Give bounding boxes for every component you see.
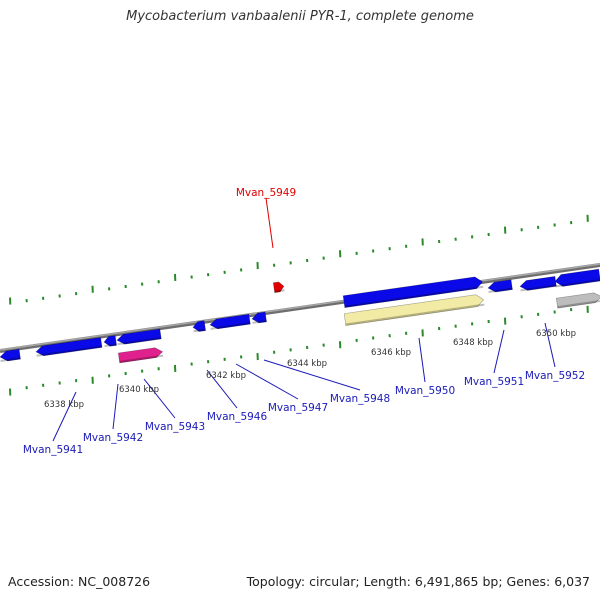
- accession-label: Accession: NC_008726: [8, 574, 151, 589]
- gene-arrow-Mvan_5948: [251, 311, 267, 324]
- callout-line-Mvan_5949: [265, 197, 274, 249]
- gene-label-Mvan_5941: Mvan_5941: [23, 444, 83, 456]
- gene-arrow-Mvan_5950: [342, 276, 484, 308]
- genome-title: Mycobacterium vanbaalenii PYR-1, complet…: [126, 9, 474, 24]
- gene-label-Mvan_5950: Mvan_5950: [395, 385, 455, 397]
- gene-arrow-5940: [0, 348, 21, 362]
- kbp-label: 6346 kbp: [371, 348, 411, 358]
- gene-label-Mvan_5947: Mvan_5947: [268, 402, 328, 414]
- gene-label-Mvan_5952: Mvan_5952: [525, 370, 585, 382]
- kbp-label: 6350 kbp: [536, 329, 576, 339]
- gene-arrow-Mvan_5942: [103, 335, 117, 348]
- gene-label-Mvan_5949: Mvan_5949: [236, 187, 296, 199]
- gene-label-Mvan_5951: Mvan_5951: [464, 376, 524, 388]
- callout-line-Mvan_5942: [112, 383, 119, 430]
- gene-arrow-Mvan_5952: [519, 276, 557, 292]
- pseudogene-feature: [343, 294, 485, 326]
- callout-line-Mvan_5947: [235, 363, 299, 400]
- gene-arrow-Mvan_5941: [35, 337, 103, 357]
- gene-label-Mvan_5946: Mvan_5946: [207, 411, 268, 423]
- gene-arrow-5942b: [116, 328, 162, 346]
- gene-label-Mvan_5942: Mvan_5942: [83, 432, 143, 444]
- kbp-label: 6342 kbp: [206, 371, 246, 381]
- gene-label-Mvan_5943: Mvan_5943: [145, 421, 205, 433]
- other-feature: [555, 292, 600, 309]
- callout-line-Mvan_5941: [52, 391, 77, 442]
- gene-arrow-Mvan_5949: [272, 281, 285, 294]
- kbp-label: 6344 kbp: [287, 359, 327, 369]
- callout-line-Mvan_5948: [263, 359, 361, 391]
- kbp-labels: 6338 kbp 6340 kbp 6342 kbp 6344 kbp 6346 kbp…: [44, 329, 576, 410]
- gene-arrow-Mvan_5951: [487, 279, 513, 294]
- gene-label-Mvan_5948: Mvan_5948: [330, 393, 390, 405]
- callout-line-Mvan_5951: [493, 329, 505, 374]
- gene-callouts: Mvan_5941Mvan_5942Mvan_5943Mvan_5946Mvan…: [23, 187, 585, 456]
- gene-features: [0, 268, 600, 364]
- kbp-label: 6338 kbp: [44, 400, 84, 410]
- gene-arrow-Mvan_5947: [209, 313, 251, 330]
- callout-line-Mvan_5946: [206, 369, 238, 409]
- gene-arrow-5953: [554, 268, 600, 288]
- callout-line-Mvan_5952: [544, 322, 556, 368]
- tick-marks: [9, 214, 589, 396]
- callout-line-Mvan_5950: [418, 337, 426, 383]
- genome-info-label: Topology: circular; Length: 6,491,865 bp…: [246, 574, 590, 589]
- kbp-label: 6348 kbp: [453, 338, 493, 348]
- kbp-label: 6340 kbp: [119, 385, 159, 395]
- genome-backbone: [0, 263, 600, 353]
- gene-arrow-Mvan_5946: [192, 320, 206, 333]
- callout-line-Mvan_5943: [143, 378, 176, 419]
- gene-arrow-Mvan_5943: [117, 347, 164, 364]
